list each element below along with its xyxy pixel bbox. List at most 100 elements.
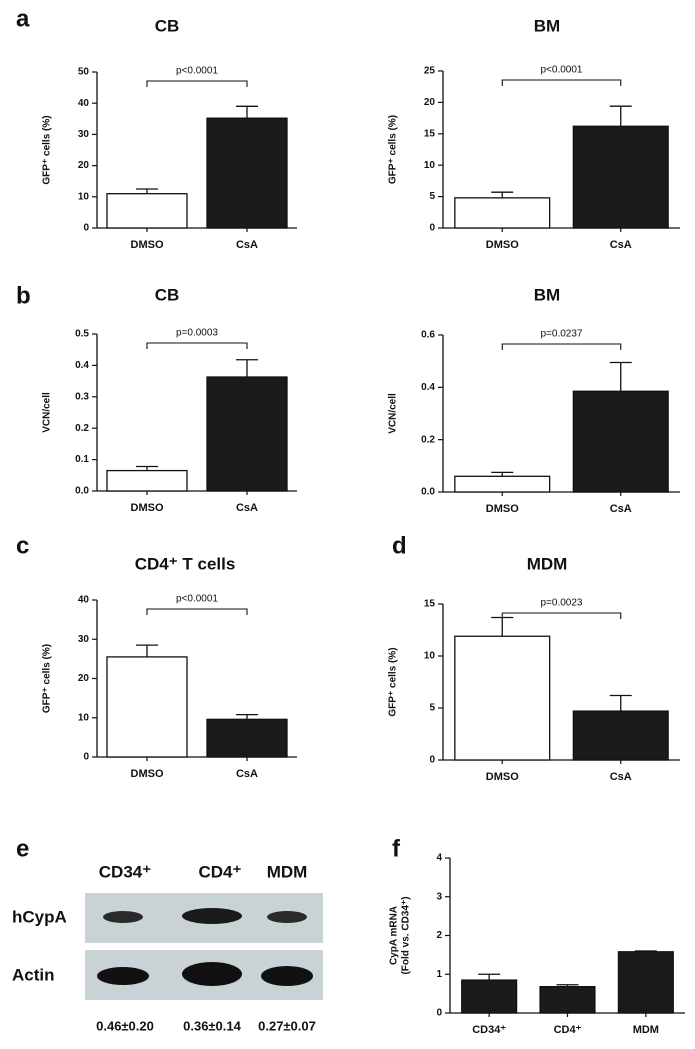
- y-tick-label: 0.1: [75, 454, 89, 465]
- bar: [539, 986, 596, 1014]
- chart-title: BM: [534, 285, 560, 304]
- y-tick-label: 0.0: [75, 486, 89, 497]
- blot-band: [182, 908, 242, 924]
- y-tick-label: 15: [424, 128, 436, 139]
- y-tick-label: 15: [424, 599, 436, 610]
- blot-band: [182, 962, 242, 986]
- y-tick-label: 0.2: [75, 423, 89, 434]
- y-axis-label: VCN/cell: [42, 392, 53, 433]
- x-tick-label: CsA: [610, 503, 632, 515]
- x-tick-label: CsA: [610, 771, 632, 783]
- panel-letter: e: [16, 835, 29, 862]
- bar: [454, 197, 551, 229]
- x-tick-label: CsA: [236, 768, 258, 780]
- y-tick-label: 40: [78, 98, 90, 109]
- y-tick-label: 0.2: [421, 434, 435, 445]
- bar: [206, 376, 288, 492]
- x-tick-label: CsA: [236, 239, 258, 251]
- bar: [454, 635, 551, 761]
- y-tick-label: 2: [436, 930, 442, 941]
- bar: [206, 718, 288, 758]
- y-tick-label: 4: [436, 853, 442, 864]
- panel-letter: a: [16, 5, 30, 32]
- bar: [454, 475, 551, 493]
- x-tick-label: DMSO: [486, 503, 519, 515]
- bar: [461, 979, 518, 1014]
- y-tick-label: 0.4: [421, 382, 435, 393]
- y-axis-label: GFP⁺ cells (%): [42, 115, 53, 184]
- y-tick-label: 0: [429, 755, 435, 766]
- significance-bracket: [146, 608, 248, 615]
- x-tick-label: DMSO: [131, 239, 164, 251]
- y-tick-label: 0: [83, 223, 89, 234]
- blot-column-label: MDM: [267, 862, 308, 881]
- blot-row-label: Actin: [12, 965, 55, 984]
- y-tick-label: 30: [78, 129, 90, 140]
- blot-quantification: 0.46±0.20: [96, 1018, 154, 1033]
- significance-bracket: [146, 342, 248, 349]
- y-tick-label: 20: [78, 160, 90, 171]
- y-tick-label: 0.3: [75, 391, 89, 402]
- blot-quantification: 0.27±0.07: [258, 1018, 316, 1033]
- bar: [572, 125, 669, 229]
- significance-bracket: [501, 612, 622, 619]
- y-tick-label: 10: [424, 160, 436, 171]
- y-tick-label: 10: [78, 712, 90, 723]
- chart-title: BM: [534, 16, 560, 35]
- panel-letter: d: [392, 532, 407, 559]
- y-tick-label: 0.0: [421, 487, 435, 498]
- x-tick-label: CsA: [610, 239, 632, 251]
- chart-title: CB: [155, 16, 180, 35]
- y-tick-label: 50: [78, 67, 90, 78]
- y-tick-label: 20: [78, 673, 90, 684]
- blot-quantification: 0.36±0.14: [183, 1018, 242, 1033]
- y-axis-label: GFP⁺ cells (%): [388, 115, 399, 184]
- y-axis-label: VCN/cell: [388, 393, 399, 434]
- y-tick-label: 5: [429, 191, 435, 202]
- bar: [617, 951, 674, 1014]
- blot-row-label: hCypA: [12, 907, 67, 926]
- chart-title: CB: [155, 285, 180, 304]
- bar: [106, 193, 188, 229]
- x-tick-label: DMSO: [486, 771, 519, 783]
- bar: [572, 710, 669, 761]
- p-value: p=0.0023: [541, 598, 583, 609]
- blot-column-label: CD34⁺: [99, 862, 151, 881]
- y-tick-label: 25: [424, 66, 436, 77]
- panel-letter: b: [16, 282, 31, 309]
- panel-letter: f: [392, 835, 401, 862]
- y-tick-label: 10: [424, 651, 436, 662]
- y-axis-label: (Fold vs. CD34⁺): [401, 896, 412, 974]
- x-tick-label: DMSO: [131, 768, 164, 780]
- y-axis-label: CypA mRNA: [389, 906, 400, 965]
- y-tick-label: 0.4: [75, 360, 89, 371]
- y-tick-label: 0: [436, 1008, 442, 1019]
- significance-bracket: [501, 79, 622, 86]
- y-tick-label: 0: [83, 752, 89, 763]
- significance-bracket: [501, 343, 622, 350]
- y-tick-label: 0.5: [75, 329, 89, 340]
- y-tick-label: 10: [78, 191, 90, 202]
- blot-band: [267, 911, 307, 923]
- x-tick-label: CD4⁺: [554, 1024, 582, 1036]
- x-tick-label: MDM: [633, 1024, 659, 1036]
- p-value: p=0.0237: [541, 329, 583, 340]
- y-tick-label: 1: [436, 969, 442, 980]
- significance-bracket: [146, 80, 248, 87]
- y-tick-label: 30: [78, 634, 90, 645]
- blot-band: [97, 967, 149, 985]
- blot-column-label: CD4⁺: [199, 862, 242, 881]
- western-blot: CD34⁺ CD4⁺ MDM hCypA Actin 0.46±0.20 0.3…: [12, 862, 323, 1033]
- blot-band: [261, 966, 313, 986]
- x-tick-label: DMSO: [486, 239, 519, 251]
- chart-title: CD4⁺ T cells: [135, 554, 236, 573]
- x-tick-label: CD34⁺: [472, 1024, 506, 1036]
- y-tick-label: 40: [78, 595, 90, 606]
- panel-letter: c: [16, 532, 29, 559]
- p-value: p<0.0001: [176, 594, 218, 605]
- p-value: p<0.0001: [176, 66, 218, 77]
- bar: [106, 656, 188, 758]
- p-value: p=0.0003: [176, 328, 218, 339]
- blot-band: [103, 911, 143, 923]
